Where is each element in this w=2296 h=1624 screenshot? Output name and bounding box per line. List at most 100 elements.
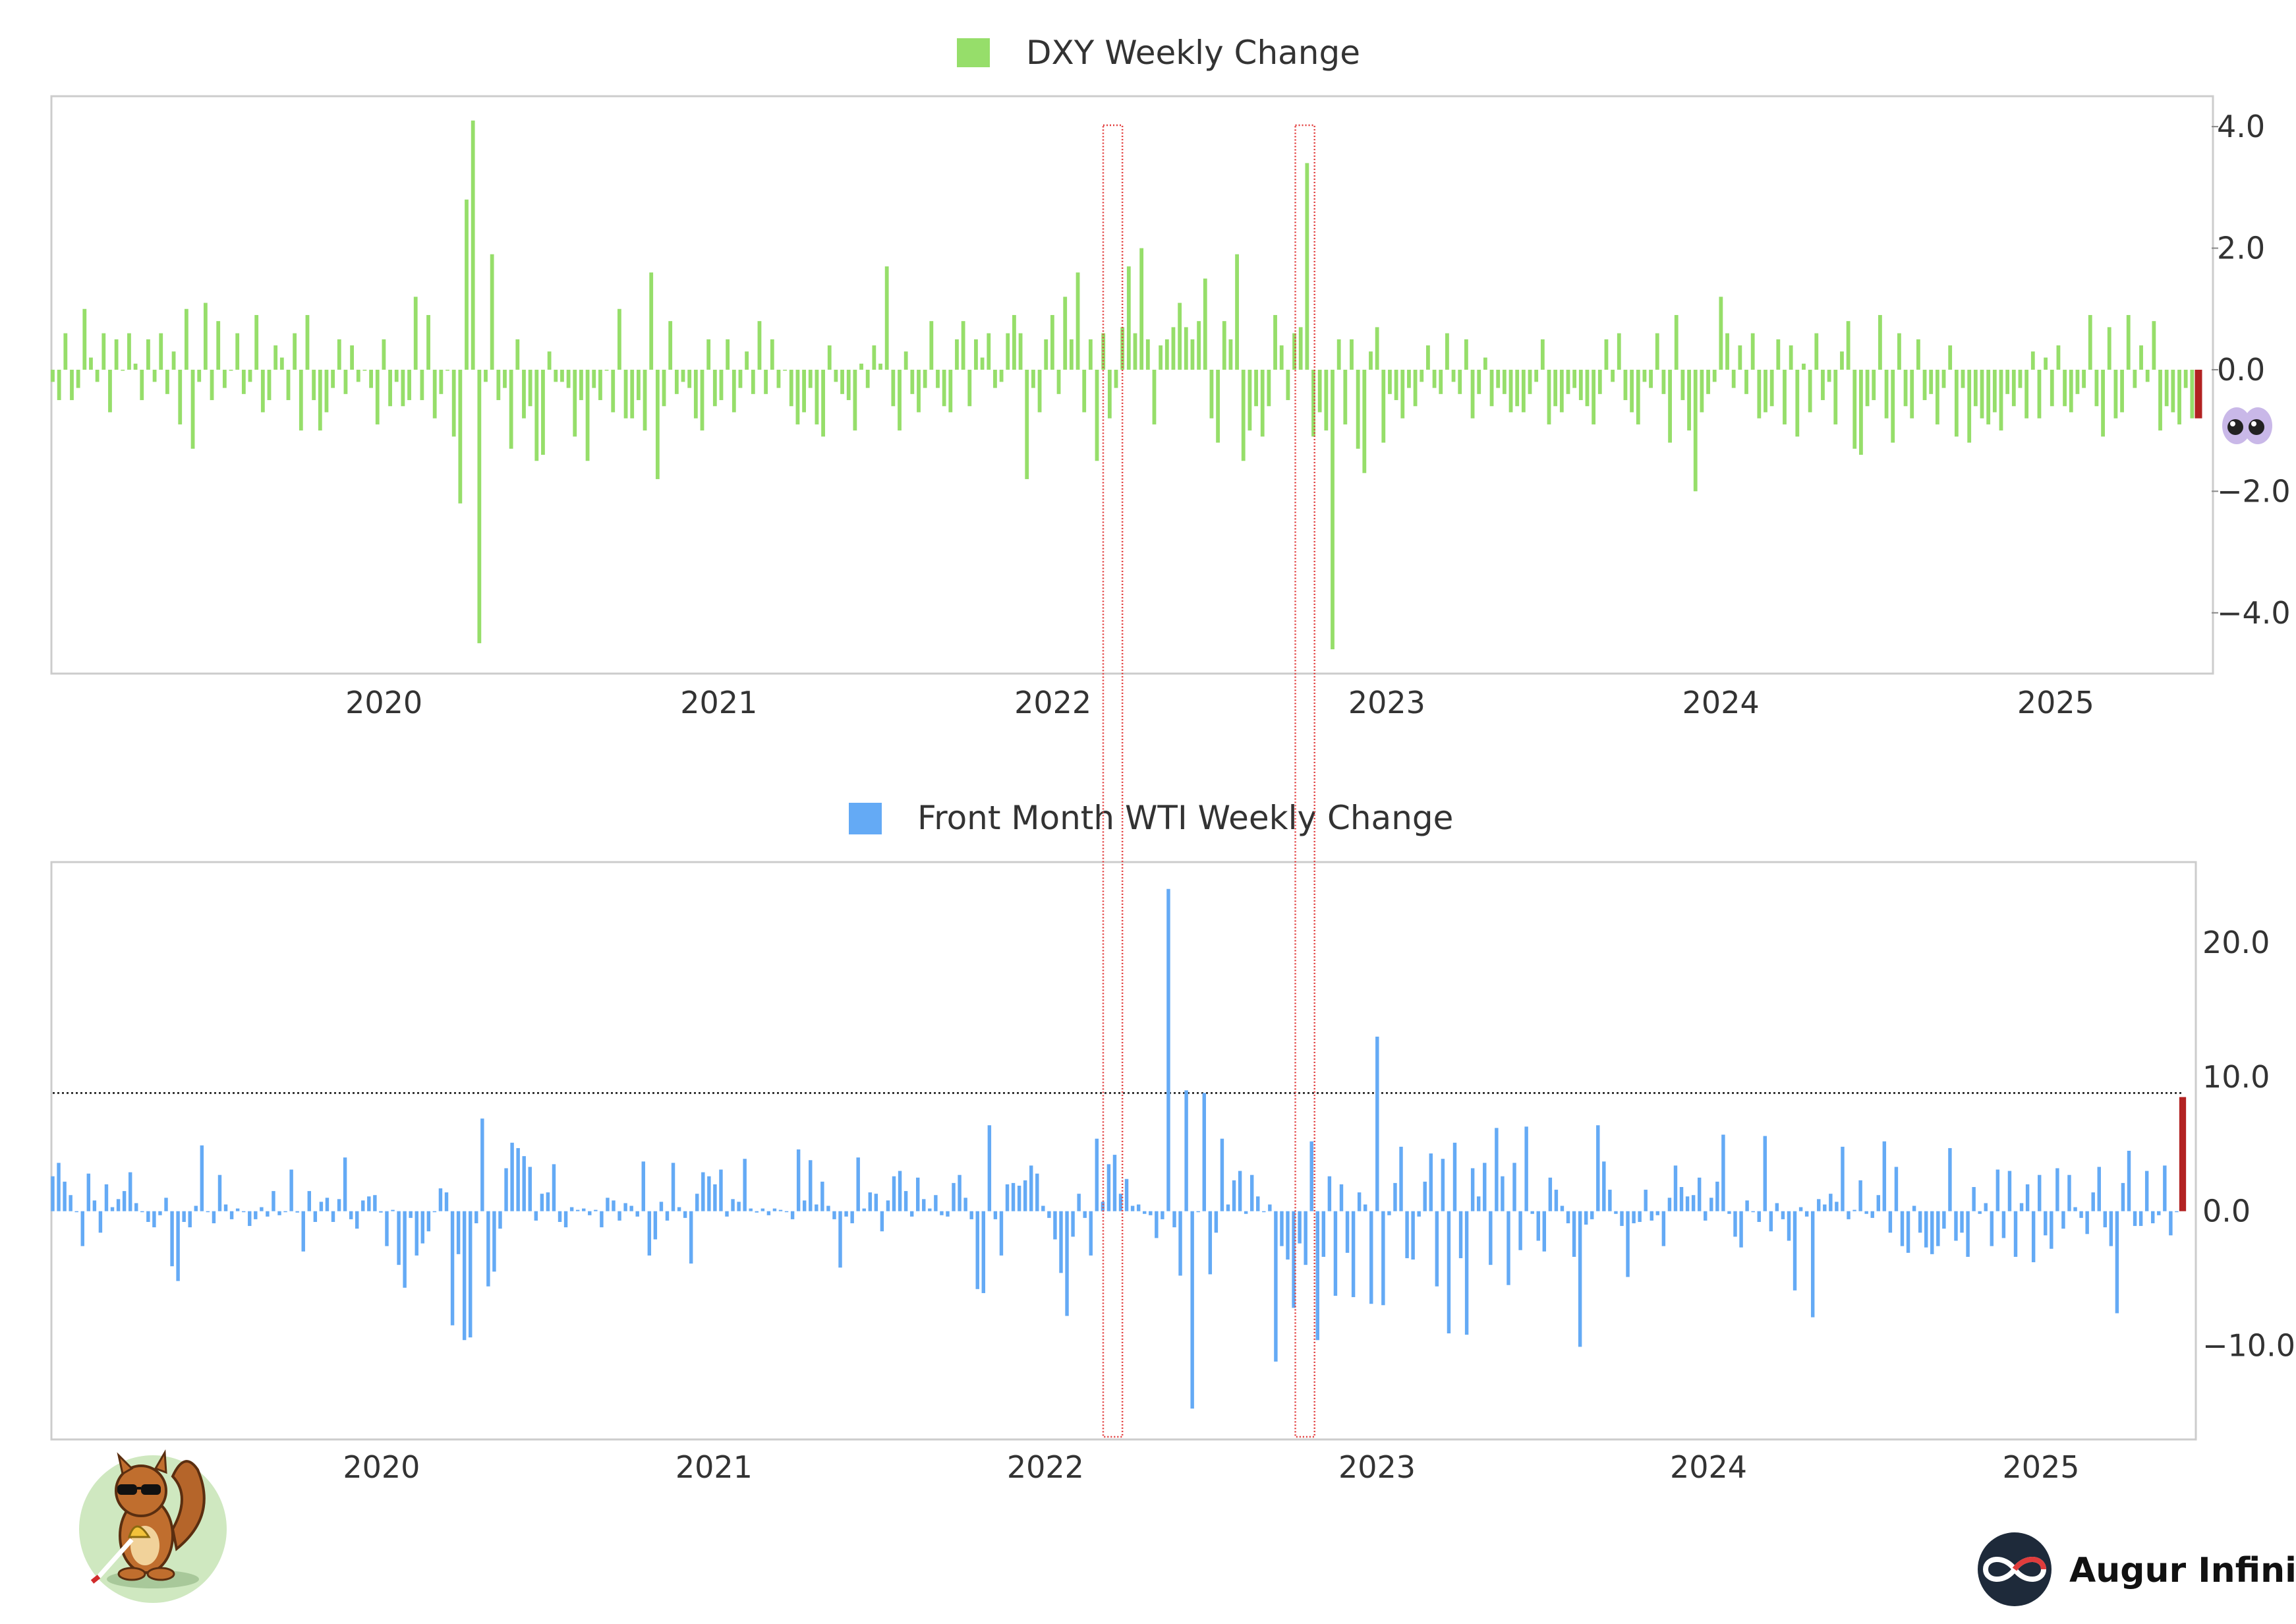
bar[interactable] <box>958 1174 961 1211</box>
bar[interactable] <box>1120 327 1125 370</box>
bar[interactable] <box>159 333 163 370</box>
bar[interactable] <box>600 1211 604 1228</box>
bar[interactable] <box>1222 321 1226 370</box>
bar[interactable] <box>630 369 635 419</box>
bar[interactable] <box>373 1195 377 1211</box>
bar[interactable] <box>1897 333 1901 370</box>
bar[interactable] <box>778 1209 783 1211</box>
bar[interactable] <box>1435 1211 1439 1287</box>
bar[interactable] <box>2152 321 2156 370</box>
bar[interactable] <box>1693 369 1698 492</box>
bar[interactable] <box>928 1208 932 1211</box>
bar[interactable] <box>1407 369 1411 388</box>
bar[interactable] <box>2145 369 2150 382</box>
bar[interactable] <box>1172 1211 1176 1228</box>
bar[interactable] <box>307 1191 311 1211</box>
bar[interactable] <box>1840 351 1844 370</box>
bar[interactable] <box>832 1211 836 1219</box>
bar[interactable] <box>948 369 953 413</box>
bar[interactable] <box>1006 333 1010 370</box>
bar[interactable] <box>898 1171 902 1211</box>
bar[interactable] <box>1667 1198 1672 1211</box>
bar[interactable] <box>1112 1155 1117 1211</box>
bar[interactable] <box>254 314 259 370</box>
bar[interactable] <box>1178 303 1182 370</box>
bar[interactable] <box>1477 369 1481 394</box>
bar[interactable] <box>738 369 743 388</box>
bar[interactable] <box>1733 1211 1737 1237</box>
bar[interactable] <box>2001 1211 2006 1238</box>
bar[interactable] <box>140 369 144 401</box>
bar[interactable] <box>2063 369 2067 407</box>
bar[interactable] <box>178 369 183 424</box>
bar[interactable] <box>266 1211 270 1217</box>
bar[interactable] <box>1184 327 1188 370</box>
bar[interactable] <box>689 1211 693 1264</box>
bar[interactable] <box>1592 369 1596 424</box>
bar[interactable] <box>2094 369 2099 407</box>
bar[interactable] <box>665 1211 670 1221</box>
bar[interactable] <box>1483 1163 1487 1211</box>
bar[interactable] <box>2127 1151 2131 1211</box>
bar[interactable] <box>1458 1211 1463 1258</box>
bar[interactable] <box>853 369 857 431</box>
bar[interactable] <box>229 369 233 371</box>
bar[interactable] <box>146 339 150 370</box>
bar[interactable] <box>1757 1211 1761 1222</box>
bar[interactable] <box>361 1200 365 1211</box>
bar[interactable] <box>575 1209 580 1211</box>
bar[interactable] <box>725 1211 729 1217</box>
bar[interactable] <box>655 369 660 479</box>
bar[interactable] <box>598 369 602 401</box>
bar[interactable] <box>1585 369 1590 407</box>
bar[interactable] <box>1559 369 1564 413</box>
bar[interactable] <box>1076 272 1080 370</box>
bar[interactable] <box>1161 1211 1164 1219</box>
bar[interactable] <box>1739 1211 1743 1248</box>
bar[interactable] <box>1426 345 1430 370</box>
bar[interactable] <box>821 369 825 437</box>
bar[interactable] <box>2019 1203 2024 1211</box>
bar[interactable] <box>2050 369 2054 407</box>
bar[interactable] <box>140 1211 144 1213</box>
bar[interactable] <box>127 333 131 370</box>
bar[interactable] <box>755 1211 759 1213</box>
bar[interactable] <box>766 1211 771 1215</box>
bar[interactable] <box>403 1211 407 1288</box>
bar[interactable] <box>2151 1211 2155 1223</box>
bar[interactable] <box>1336 339 1341 370</box>
bar[interactable] <box>761 1208 765 1211</box>
bar[interactable] <box>641 1161 645 1211</box>
bar[interactable] <box>974 339 978 370</box>
bar[interactable] <box>617 1211 621 1221</box>
bar[interactable] <box>1333 1211 1338 1296</box>
bar[interactable] <box>382 339 386 370</box>
bar[interactable] <box>1783 369 1787 424</box>
bar[interactable] <box>886 1200 890 1211</box>
bar[interactable] <box>331 1211 335 1222</box>
bar[interactable] <box>1995 1169 2000 1211</box>
bar[interactable] <box>241 369 246 394</box>
bar[interactable] <box>1891 369 1895 443</box>
bar[interactable] <box>1089 1211 1093 1256</box>
bar[interactable] <box>790 1211 795 1219</box>
bar[interactable] <box>1864 1211 1868 1214</box>
bar[interactable] <box>1248 369 1252 431</box>
bar[interactable] <box>1906 1211 1910 1253</box>
bar[interactable] <box>272 1191 275 1211</box>
bar[interactable] <box>70 369 74 401</box>
bar[interactable] <box>1005 1184 1010 1211</box>
bar[interactable] <box>1394 369 1398 401</box>
bar[interactable] <box>1050 314 1054 370</box>
bar[interactable] <box>1942 1211 1946 1229</box>
bar[interactable] <box>629 1205 633 1211</box>
bar[interactable] <box>1763 1136 1767 1211</box>
bar[interactable] <box>1088 339 1093 370</box>
bar[interactable] <box>2061 1211 2065 1229</box>
bar[interactable] <box>1452 1142 1457 1211</box>
bar[interactable] <box>1872 369 1876 401</box>
bar[interactable] <box>385 1211 389 1246</box>
bar[interactable] <box>1578 369 1583 401</box>
bar[interactable] <box>1184 1090 1188 1211</box>
bar[interactable] <box>2121 1182 2125 1211</box>
